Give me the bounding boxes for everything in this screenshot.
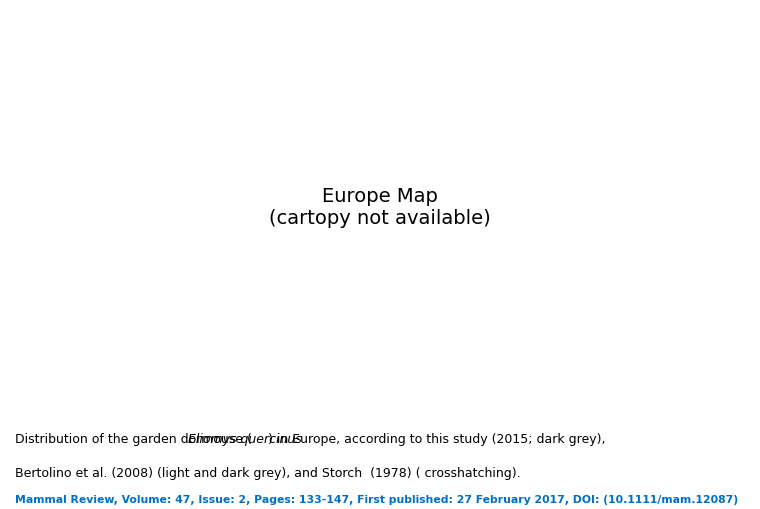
- Text: Bertolino et al. (2008) (light and dark grey), and Storch  (1978) ( crosshatchin: Bertolino et al. (2008) (light and dark …: [15, 466, 521, 478]
- Text: Mammal Review, Volume: 47, Issue: 2, Pages: 133-147, First published: 27 Februar: Mammal Review, Volume: 47, Issue: 2, Pag…: [15, 494, 738, 504]
- Text: ) in Europe, according to this study (2015; dark grey),: ) in Europe, according to this study (20…: [268, 432, 606, 445]
- Text: Europe Map
(cartopy not available): Europe Map (cartopy not available): [269, 187, 491, 228]
- Text: Eliomys quercinus: Eliomys quercinus: [188, 432, 302, 445]
- Text: Distribution of the garden dormouse (: Distribution of the garden dormouse (: [15, 432, 252, 445]
